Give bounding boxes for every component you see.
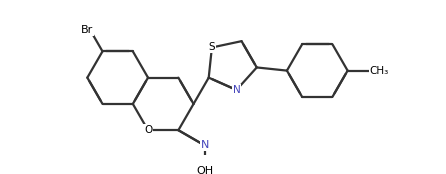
Text: N: N bbox=[200, 140, 209, 150]
Text: O: O bbox=[144, 125, 152, 135]
Text: CH₃: CH₃ bbox=[369, 66, 388, 76]
Text: OH: OH bbox=[196, 166, 213, 174]
Text: N: N bbox=[232, 85, 240, 95]
Text: S: S bbox=[209, 42, 215, 53]
Text: Br: Br bbox=[81, 25, 93, 35]
